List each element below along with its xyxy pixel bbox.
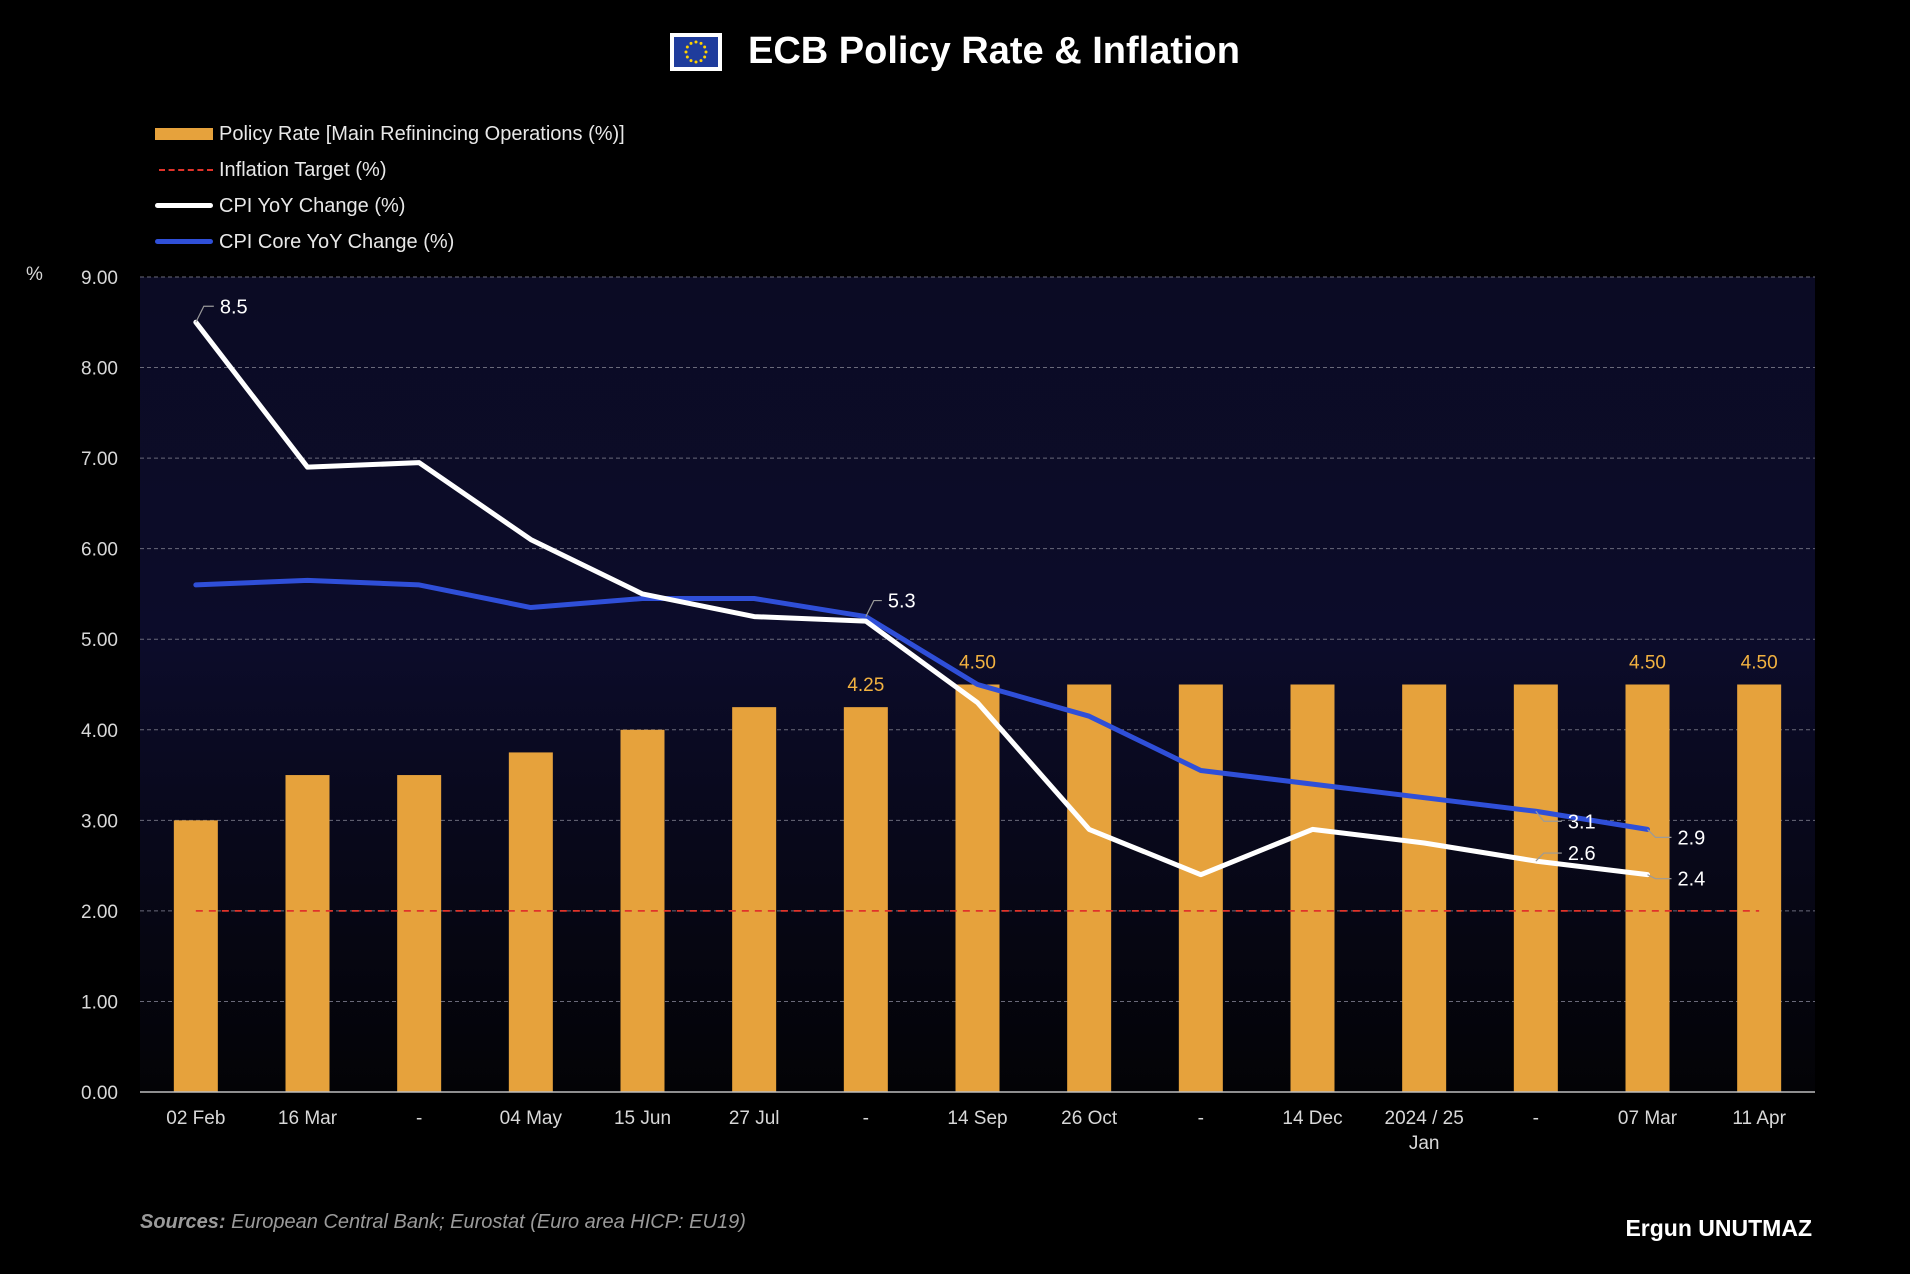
flag-star	[703, 45, 707, 48]
legend-label: Inflation Target (%)	[219, 158, 387, 181]
legend-swatch-white-line	[155, 196, 213, 216]
label-leader	[1535, 810, 1562, 822]
label-leader	[1647, 874, 1672, 880]
policy-rate-bar	[1737, 684, 1782, 1092]
x-tick-label: -	[1198, 1108, 1204, 1129]
y-tick-label: 5.00	[81, 630, 118, 651]
line-value-label: 3.1	[1568, 811, 1596, 833]
x-tick-label: 02 Feb	[166, 1108, 225, 1129]
author-credit: Ergun UNUTMAZ	[1625, 1215, 1812, 1241]
x-tick-label: 07 Mar	[1618, 1108, 1678, 1129]
line-value-label: 2.6	[1568, 843, 1596, 865]
x-tick-label: 14 Sep	[947, 1108, 1007, 1129]
bar-value-label: 4.25	[847, 675, 884, 696]
legend-label: Policy Rate [Main Refinincing Operations…	[219, 122, 625, 145]
y-tick-label: 9.00	[81, 268, 118, 289]
y-tick-label: 1.00	[81, 992, 118, 1013]
title-bar: ECB Policy Rate & Inflation	[0, 30, 1910, 73]
x-tick-label: 15 Jun	[614, 1108, 671, 1129]
x-tick-label: 04 May	[500, 1108, 563, 1129]
legend-swatch-bar	[155, 124, 213, 144]
policy-rate-bar	[1178, 684, 1223, 1092]
legend-label: CPI YoY Change (%)	[219, 194, 406, 217]
y-tick-label: 4.00	[81, 721, 118, 742]
sources-label: Sources:	[140, 1211, 226, 1233]
bar-value-label: 4.50	[1629, 653, 1666, 674]
policy-rate-bar	[508, 752, 553, 1092]
legend-label: CPI Core YoY Change (%)	[219, 230, 455, 253]
bar-value-label: 4.50	[1741, 653, 1778, 674]
line-value-label: 8.5	[220, 296, 248, 318]
x-tick-label: 14 Dec	[1282, 1108, 1342, 1129]
y-tick-label: 8.00	[81, 359, 118, 380]
x-tick-label: 26 Oct	[1061, 1108, 1118, 1129]
flag-star	[685, 45, 689, 48]
policy-rate-bar	[1402, 684, 1447, 1092]
policy-rate-bar	[1067, 684, 1112, 1092]
sources-text: European Central Bank; Eurostat (Euro ar…	[225, 1211, 746, 1233]
cpi-line	[193, 319, 1650, 878]
x-tick-label: Jan	[1409, 1133, 1440, 1154]
x-tick-label: 27 Jul	[729, 1108, 780, 1129]
y-axis-unit: %	[26, 264, 43, 285]
policy-rate-bar	[173, 820, 218, 1092]
line-value-label: 5.3	[888, 591, 916, 613]
label-leader	[195, 305, 214, 323]
legend-item-cpi-core[interactable]: CPI Core YoY Change (%)	[155, 224, 625, 260]
policy-rate-bar	[1625, 684, 1670, 1092]
line-value-label: 2.9	[1678, 827, 1706, 849]
sources-note: Sources: European Central Bank; Eurostat…	[140, 1211, 746, 1234]
y-tick-label: 7.00	[81, 449, 118, 470]
x-tick-label: -	[1533, 1108, 1539, 1129]
label-leader	[1535, 852, 1562, 862]
policy-rate-bar	[843, 707, 888, 1092]
y-tick-label: 3.00	[81, 811, 118, 832]
policy-rate-bar	[955, 684, 1000, 1092]
bar-value-label: 4.50	[959, 653, 996, 674]
flag-star	[704, 50, 708, 53]
y-tick-label: 0.00	[81, 1083, 118, 1104]
policy-rate-bar	[1513, 684, 1558, 1092]
y-tick-label: 6.00	[81, 540, 118, 561]
legend-swatch-dashed	[155, 160, 213, 180]
policy-rate-bar	[397, 775, 442, 1092]
x-tick-label: 2024 / 25	[1385, 1108, 1464, 1129]
x-tick-label: 11 Apr	[1732, 1108, 1786, 1129]
flag-star	[694, 60, 698, 63]
flag-star	[689, 41, 693, 45]
policy-rate-bar	[732, 707, 777, 1092]
eu-flag-icon	[670, 32, 723, 71]
y-tick-label: 2.00	[81, 902, 118, 923]
legend-item-cpi[interactable]: CPI YoY Change (%)	[155, 188, 625, 224]
cpi-core-line	[193, 577, 1650, 832]
flag-star	[684, 50, 688, 53]
x-tick-label: -	[863, 1108, 869, 1129]
flag-star	[703, 55, 707, 58]
page-title: ECB Policy Rate & Inflation	[748, 30, 1240, 72]
legend-item-policy-rate[interactable]: Policy Rate [Main Refinincing Operations…	[155, 116, 625, 152]
label-leader	[865, 599, 882, 617]
flag-star	[689, 58, 693, 62]
flag-star	[694, 40, 698, 43]
legend-swatch-blue-line	[155, 232, 213, 252]
flag-star	[685, 55, 689, 58]
flag-star	[699, 41, 703, 45]
policy-rate-bar	[1290, 684, 1335, 1092]
chart-legend: Policy Rate [Main Refinincing Operations…	[155, 116, 625, 260]
flag-star	[699, 58, 703, 62]
x-tick-label: -	[416, 1108, 422, 1129]
policy-rate-bar	[285, 775, 330, 1092]
x-tick-label: 16 Mar	[278, 1108, 338, 1129]
line-value-label: 2.4	[1678, 869, 1706, 891]
legend-item-inflation-target[interactable]: Inflation Target (%)	[155, 152, 625, 188]
label-leader	[1647, 828, 1672, 838]
